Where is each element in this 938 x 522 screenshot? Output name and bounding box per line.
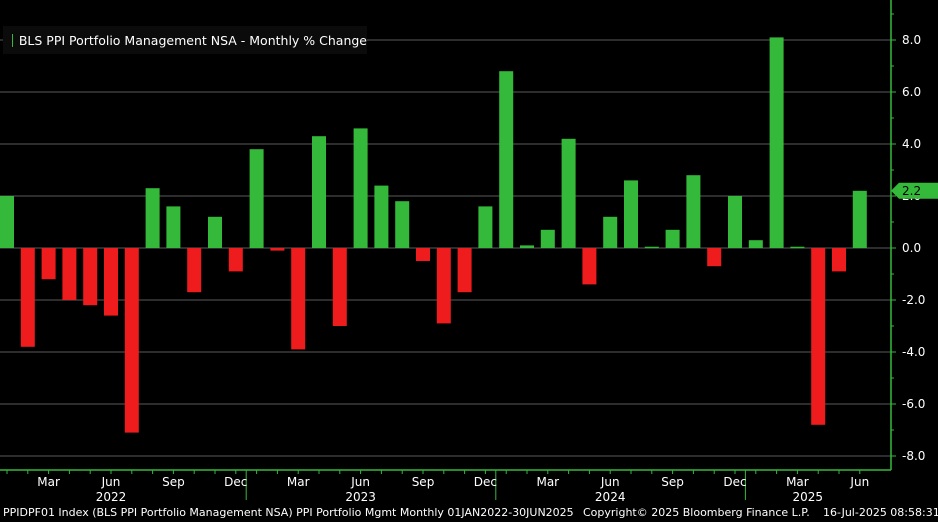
last-value-label: 2.2: [902, 184, 921, 198]
x-tick-label: Jun: [101, 475, 121, 489]
bar: [582, 248, 597, 285]
bar: [499, 71, 514, 248]
bar: [707, 248, 722, 267]
bar: [104, 248, 118, 316]
axes: 8.06.04.02.00.0-2.0-4.0-6.0-8.0MarJunSep…: [0, 0, 938, 504]
bar: [478, 206, 493, 248]
bar: [353, 128, 368, 248]
bar-chart: 8.06.04.02.00.0-2.0-4.0-6.0-8.0MarJunSep…: [0, 0, 938, 504]
x-tick-label: Mar: [287, 475, 310, 489]
bar: [624, 180, 638, 248]
last-value-badge: [891, 182, 938, 199]
bar: [644, 246, 659, 249]
bar: [790, 246, 805, 249]
year-label: 2024: [595, 490, 626, 504]
x-tick-label: Dec: [474, 475, 497, 489]
bar: [20, 248, 35, 347]
bar: [124, 248, 139, 433]
bar: [852, 190, 867, 248]
y-tick-label: -2.0: [902, 293, 925, 307]
bar: [603, 216, 618, 248]
bar: [769, 37, 784, 249]
bar: [41, 248, 56, 280]
x-tick-label: Mar: [786, 475, 809, 489]
bar: [187, 248, 202, 293]
bar: [145, 188, 160, 248]
year-label: 2023: [345, 490, 376, 504]
bar: [291, 248, 306, 350]
bar: [436, 248, 451, 324]
bar: [686, 175, 701, 248]
x-tick-label: Jun: [849, 475, 869, 489]
footer-copyright: Copyright© 2025 Bloomberg Finance L.P.: [583, 506, 810, 519]
x-tick-label: Dec: [224, 475, 247, 489]
bar: [728, 196, 742, 248]
x-tick-label: Sep: [162, 475, 185, 489]
x-tick-label: Sep: [661, 475, 684, 489]
x-tick-label: Dec: [723, 475, 746, 489]
x-tick-label: Sep: [412, 475, 435, 489]
bar: [416, 248, 430, 261]
legend-swatch: [12, 33, 13, 47]
year-label: 2022: [96, 490, 127, 504]
footer-timestamp: 16-Jul-2025 08:58:31: [823, 506, 938, 519]
bar: [228, 248, 243, 272]
y-tick-label: -6.0: [902, 397, 925, 411]
bars: [0, 37, 867, 433]
bar: [540, 229, 555, 248]
y-tick-label: 4.0: [902, 137, 921, 151]
bar: [166, 206, 181, 248]
bar: [249, 149, 264, 248]
bar: [270, 248, 285, 251]
y-tick-label: 0.0: [902, 241, 921, 255]
bar: [62, 248, 77, 300]
x-tick-label: Jun: [350, 475, 370, 489]
y-tick-label: -4.0: [902, 345, 925, 359]
year-label: 2025: [793, 490, 824, 504]
bar: [457, 248, 472, 293]
y-tick-label: 8.0: [902, 33, 921, 47]
bar: [374, 185, 389, 248]
bar: [312, 136, 326, 248]
bar: [0, 196, 14, 248]
bar: [665, 229, 680, 248]
x-tick-label: Mar: [37, 475, 60, 489]
bar: [332, 248, 347, 326]
bar: [83, 248, 98, 306]
footer: PPIDPF01 Index (BLS PPI Portfolio Manage…: [0, 505, 938, 522]
footer-index-info: PPIDPF01 Index (BLS PPI Portfolio Manage…: [3, 506, 574, 519]
bar: [561, 138, 576, 248]
y-tick-label: -8.0: [902, 449, 925, 463]
x-tick-label: Jun: [600, 475, 620, 489]
legend: BLS PPI Portfolio Management NSA - Month…: [3, 26, 367, 54]
y-tick-label: 6.0: [902, 85, 921, 99]
bar: [832, 248, 846, 272]
bar: [748, 240, 763, 248]
bar: [811, 248, 826, 425]
bar: [520, 245, 534, 248]
legend-label: BLS PPI Portfolio Management NSA - Month…: [18, 32, 367, 48]
bar: [395, 201, 410, 248]
x-tick-label: Mar: [536, 475, 559, 489]
bar: [208, 216, 222, 248]
